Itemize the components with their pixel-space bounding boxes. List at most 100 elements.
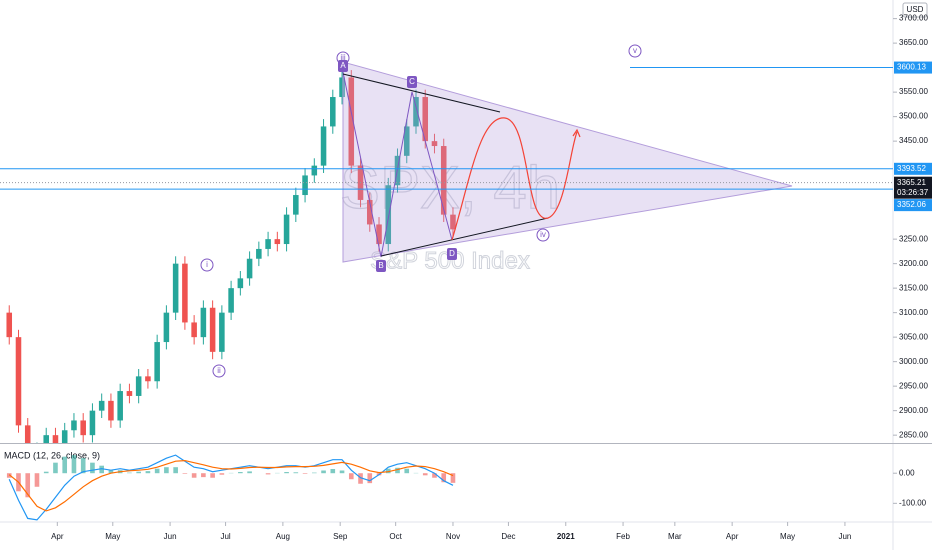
x-tick-label: May (105, 532, 120, 541)
histogram-bar (191, 473, 197, 478)
histogram-bar (302, 473, 308, 474)
histogram-bar (25, 473, 31, 498)
histogram-bar (164, 467, 169, 474)
candle-body (311, 165, 318, 176)
y-tick-label: 3200.00 (899, 259, 928, 268)
point-label: C (409, 77, 415, 86)
histogram-bar (311, 472, 317, 474)
price-label: 3352.06 (897, 200, 926, 209)
x-tick-label: 2021 (557, 532, 575, 541)
histogram-bar (90, 462, 95, 474)
triangle-pattern (342, 61, 793, 263)
histogram-bar (358, 473, 363, 484)
candle-body (6, 312, 13, 338)
price-label-box (894, 162, 932, 175)
histogram-bar (404, 468, 410, 474)
histogram-bar (441, 473, 447, 483)
histogram-bar (284, 472, 289, 474)
candle-body (172, 263, 179, 313)
signal-line (8, 459, 454, 512)
candle-body (422, 97, 429, 142)
wave-circle (628, 44, 642, 58)
candle-body (43, 435, 49, 443)
candle-body (339, 77, 345, 98)
wave-circle (212, 364, 226, 378)
x-tick-label: Jun (838, 532, 851, 541)
x-tick-label: Apr (726, 532, 739, 541)
candle-body (108, 400, 114, 421)
x-tick-label: Dec (501, 532, 515, 541)
histogram-bar (210, 473, 215, 478)
candle-body (163, 312, 170, 343)
histogram-bar (450, 473, 456, 483)
wave-label: v (633, 46, 637, 55)
price-label-box (894, 199, 932, 212)
histogram-bar (385, 468, 391, 474)
currency: USD (907, 5, 924, 14)
histogram-bar (53, 462, 58, 474)
currency-box[interactable] (902, 2, 928, 18)
candle-body (440, 146, 447, 215)
x-tick-label: Jul (220, 532, 230, 541)
candle-body (24, 425, 31, 443)
trend-line (342, 73, 501, 113)
price-label-box (894, 176, 932, 199)
candle-body (246, 258, 253, 279)
wave-label: iii (340, 53, 346, 62)
candle-body (52, 435, 59, 443)
y-tick-label: 3500.00 (899, 112, 928, 121)
countdown: 03:26:37 (897, 188, 929, 197)
candle-body (320, 126, 327, 166)
candle-body (274, 239, 281, 245)
histogram-bar (127, 472, 132, 474)
candle-body (302, 175, 308, 196)
histogram-bar (432, 473, 437, 478)
y-tick-label: 2950.00 (899, 381, 928, 390)
y-tick-label: -100.00 (899, 498, 927, 507)
y-tick-label: 3050.00 (899, 332, 928, 341)
point-label: A (340, 61, 346, 70)
candle-body (145, 376, 151, 382)
point-tag (376, 260, 386, 272)
price-label: 3600.13 (897, 63, 926, 72)
histogram-bar (339, 470, 345, 474)
projection-arrow (572, 128, 581, 138)
histogram-bar (219, 473, 225, 475)
wave-circle (200, 258, 214, 272)
candle-body (219, 312, 225, 352)
histogram-bar (80, 458, 86, 474)
candle-body (376, 224, 382, 245)
histogram-bar (34, 473, 40, 487)
point-tag (407, 76, 417, 88)
point-label: B (378, 261, 383, 270)
x-tick-label: Nov (446, 532, 460, 541)
x-tick-label: Apr (51, 532, 64, 541)
candle-body (182, 263, 188, 323)
x-tick-label: Feb (616, 532, 630, 541)
projection-curve (451, 117, 578, 241)
candle-body (80, 420, 86, 436)
y-tick-label: 3250.00 (899, 234, 928, 243)
candle-body (293, 195, 299, 215)
candle-body (117, 391, 123, 421)
candle-body (265, 239, 271, 249)
histogram-bar (136, 471, 141, 474)
histogram-bar (395, 467, 400, 474)
candle-body (256, 248, 262, 259)
y-tick-label: 3700.00 (899, 14, 928, 23)
watermark-symbol: SPX, 4h (340, 154, 560, 221)
histogram-bar (348, 473, 354, 480)
candle-body (431, 141, 438, 147)
macd-title: MACD (12, 26, close, 9) (4, 450, 100, 460)
histogram-bar (43, 471, 49, 474)
point-label: D (449, 249, 455, 258)
price-label: 3393.52 (897, 164, 926, 173)
candle-body (191, 322, 197, 338)
candle-body (413, 97, 419, 127)
x-tick-label: Sep (333, 532, 348, 541)
histogram-bar (182, 473, 188, 474)
candle-body (126, 391, 133, 396)
histogram-bar (321, 470, 326, 474)
